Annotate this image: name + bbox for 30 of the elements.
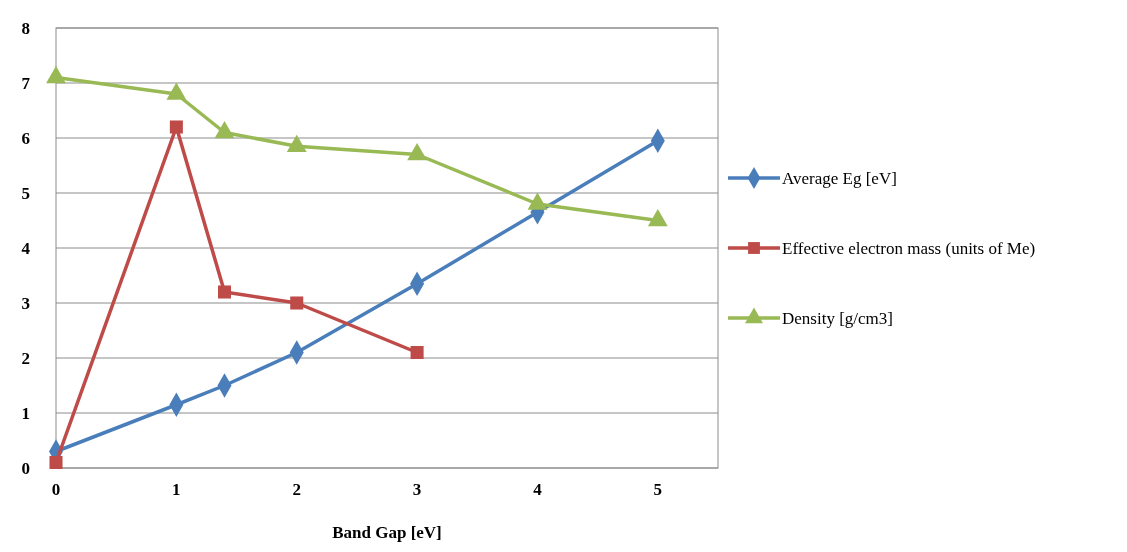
point bbox=[214, 121, 235, 139]
legend-label: Density [g/cm3] bbox=[782, 308, 893, 328]
point bbox=[286, 134, 307, 152]
legend-label: Effective electron mass (units of Me) bbox=[782, 238, 1036, 258]
x-axis-title: Band Gap [eV] bbox=[332, 523, 442, 542]
x-tick-label: 1 bbox=[172, 480, 181, 499]
y-tick-label: 4 bbox=[21, 238, 31, 258]
x-tick-label: 3 bbox=[412, 480, 422, 499]
y-tick-label: 8 bbox=[21, 18, 30, 38]
point bbox=[527, 192, 548, 210]
x-tick-label: 5 bbox=[653, 480, 663, 499]
point bbox=[46, 66, 66, 84]
point bbox=[290, 296, 304, 310]
point bbox=[49, 455, 63, 470]
legend-label: Average Eg [eV] bbox=[782, 168, 897, 188]
y-tick-label: 6 bbox=[21, 128, 30, 148]
point bbox=[217, 285, 232, 299]
point bbox=[647, 209, 668, 227]
y-tick-label: 7 bbox=[21, 73, 31, 93]
y-tick-label: 5 bbox=[21, 183, 30, 203]
point bbox=[166, 82, 187, 100]
x-tick-label: 0 bbox=[51, 480, 61, 499]
y-tick-label: 2 bbox=[21, 348, 30, 368]
point bbox=[407, 143, 427, 161]
x-tick-label: 4 bbox=[533, 480, 543, 499]
y-tick-label: 3 bbox=[21, 293, 30, 313]
point bbox=[410, 345, 424, 360]
y-tick-label: 1 bbox=[21, 403, 30, 423]
x-tick-label: 2 bbox=[292, 480, 301, 499]
y-tick-label: 0 bbox=[21, 458, 30, 478]
